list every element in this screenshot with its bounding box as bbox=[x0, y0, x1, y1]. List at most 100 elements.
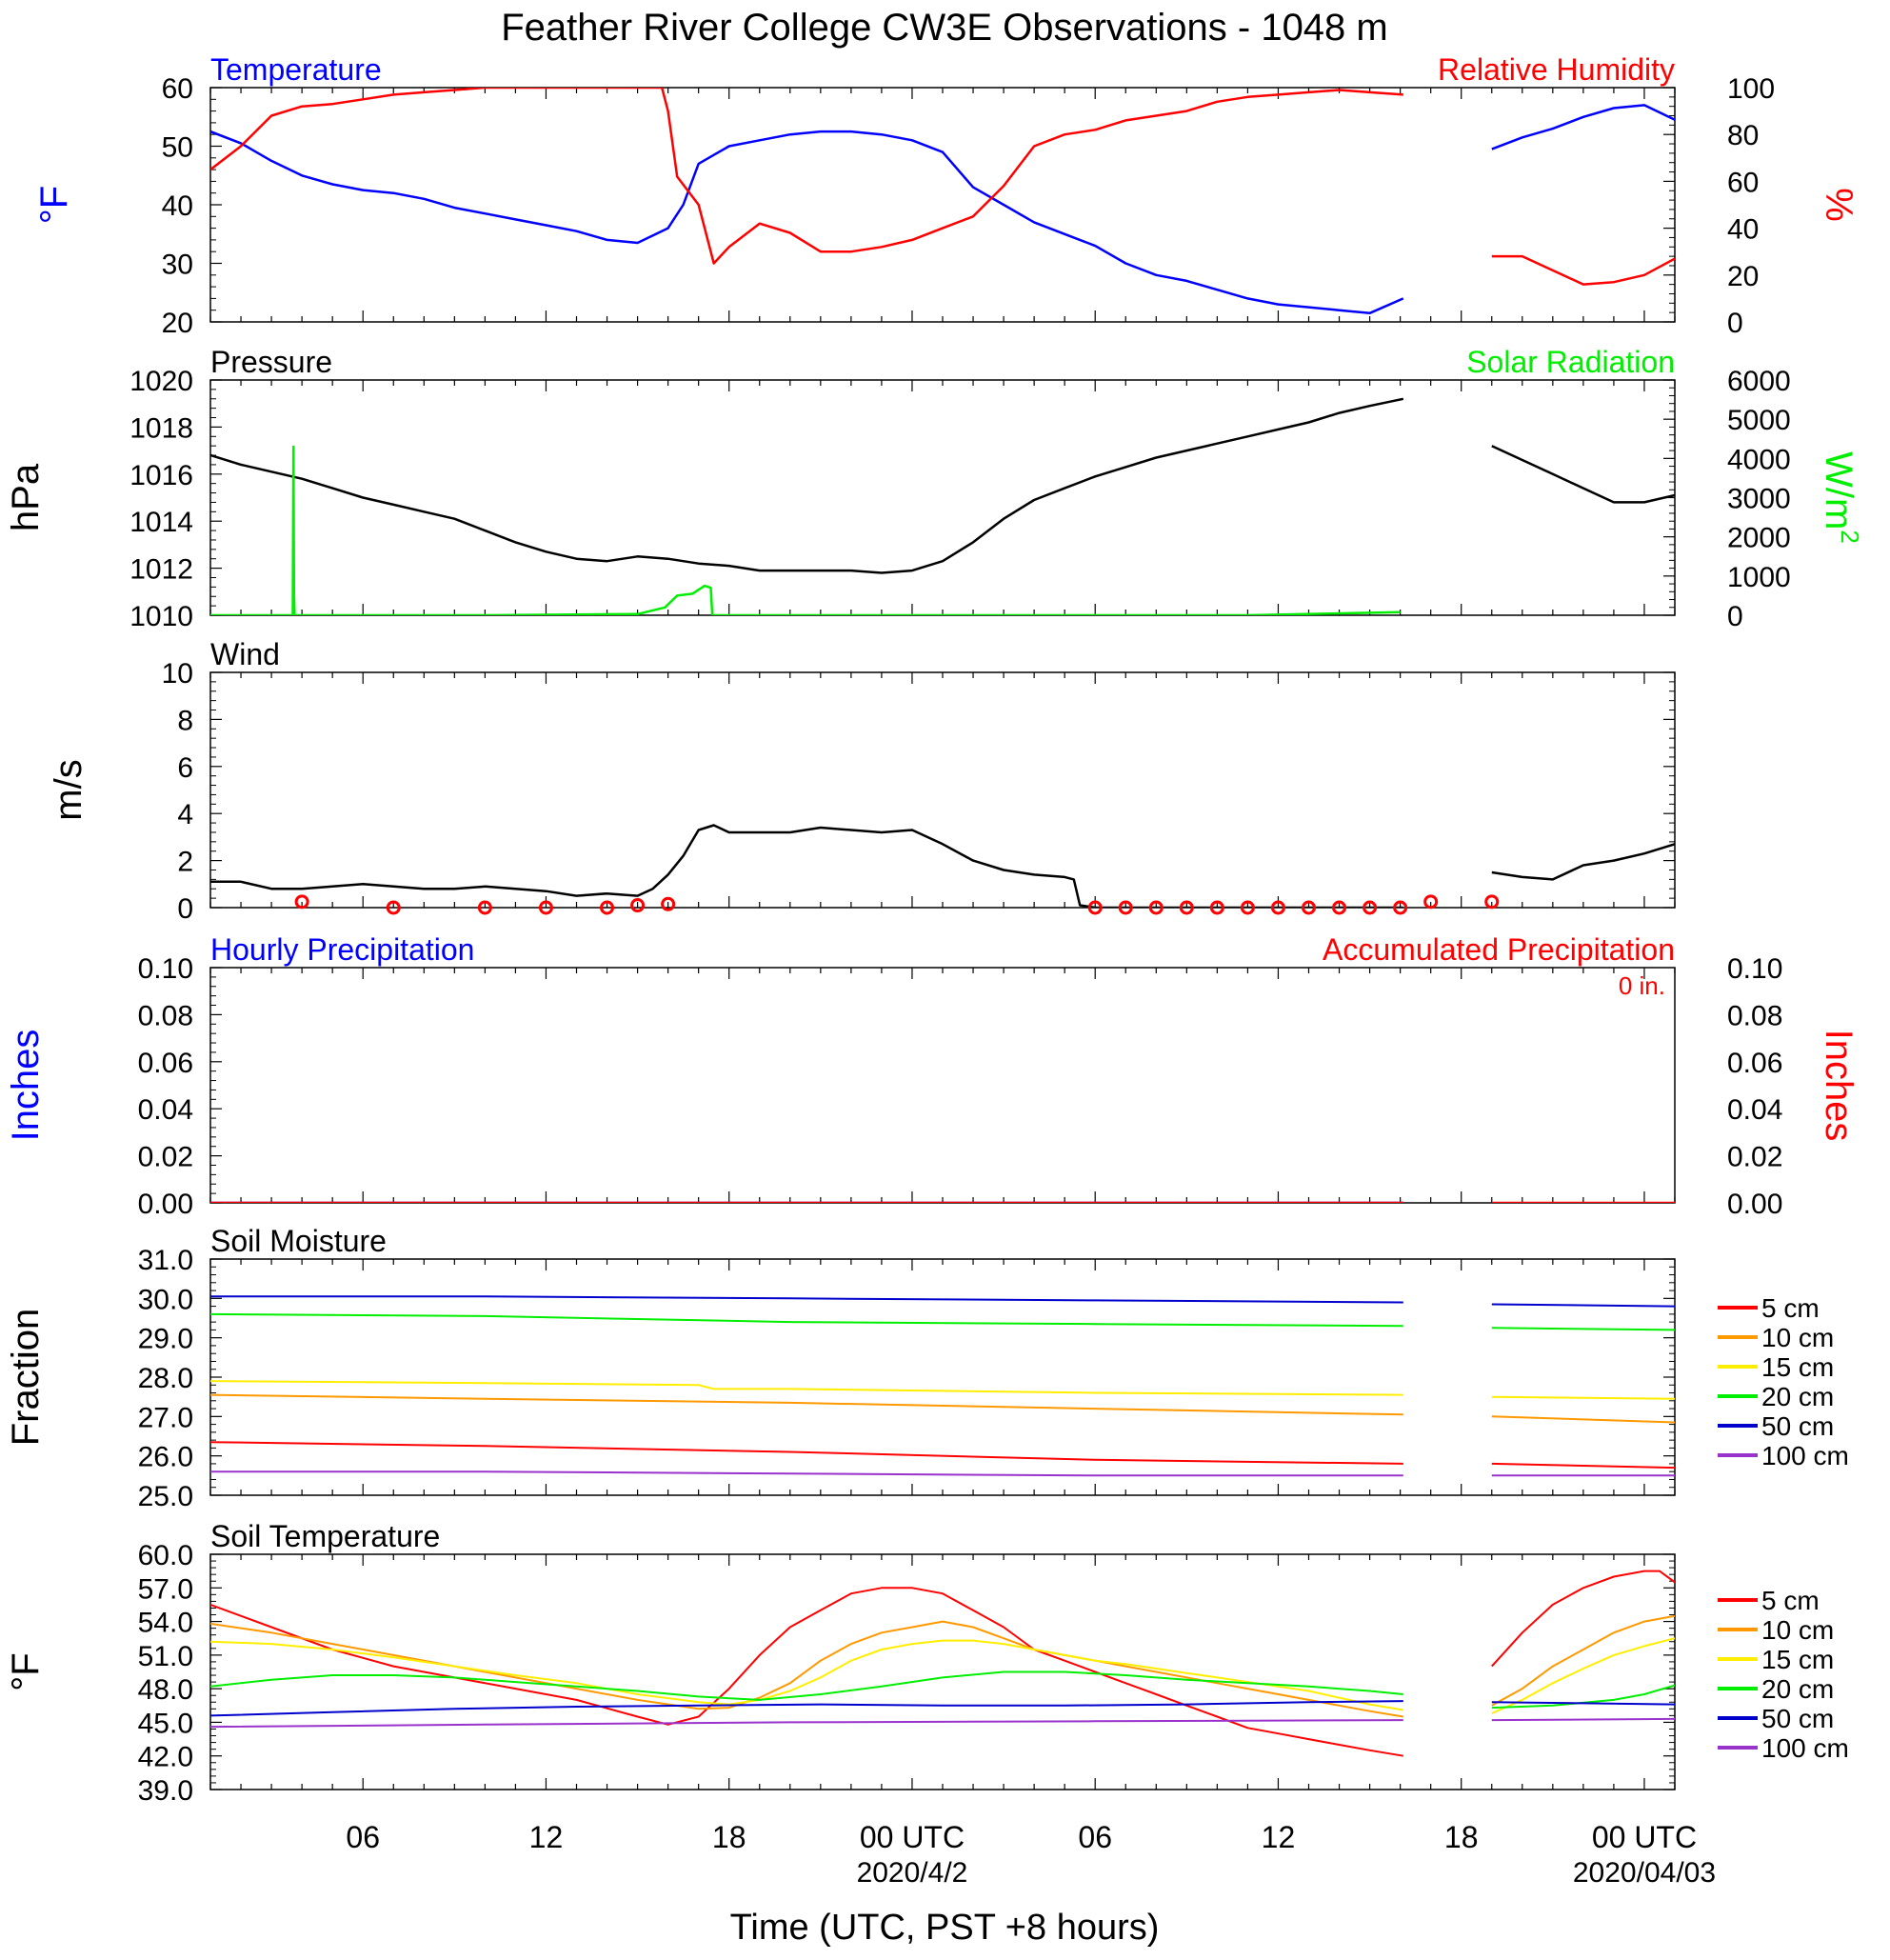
y-right-tick-label: 20 bbox=[1727, 261, 1759, 292]
legend-label: 100 cm bbox=[1761, 1441, 1849, 1470]
panel-frame bbox=[209, 1553, 1676, 1790]
y-tick-label: 1012 bbox=[129, 554, 193, 586]
calm-marker bbox=[1363, 900, 1378, 915]
calm-marker bbox=[386, 900, 401, 915]
calm-marker bbox=[538, 900, 553, 915]
calm-marker bbox=[477, 900, 492, 915]
panel-title-right: Accumulated Precipitation bbox=[1323, 932, 1675, 967]
series-line bbox=[1491, 445, 1675, 504]
series-line bbox=[210, 1441, 1403, 1465]
series-line bbox=[210, 1700, 1403, 1717]
legend-label: 20 cm bbox=[1761, 1382, 1834, 1411]
calm-marker bbox=[1118, 900, 1133, 915]
series-line bbox=[1491, 254, 1675, 286]
y-axis-title-right-sup: 2 bbox=[1836, 530, 1864, 543]
y-right-tick-label: 0.06 bbox=[1727, 1048, 1782, 1079]
panel-title-left: Wind bbox=[210, 637, 280, 671]
panel-soil-temp: 39.042.045.048.051.054.057.060.0 Soil Tem… bbox=[5, 1519, 1849, 1807]
series-line bbox=[210, 1470, 1403, 1477]
y-tick-label: 0.00 bbox=[138, 1189, 193, 1220]
series-line bbox=[1491, 1303, 1675, 1308]
y-axis-title: hPa bbox=[5, 463, 47, 531]
y-tick-label: 0.02 bbox=[138, 1142, 193, 1173]
series-line bbox=[1491, 1395, 1675, 1400]
y-tick-label: 29.0 bbox=[138, 1324, 193, 1355]
panel-title-left: Pressure bbox=[210, 345, 332, 379]
y-tick-label: 1020 bbox=[129, 366, 193, 397]
y-tick-label: 0.08 bbox=[138, 1000, 193, 1031]
calm-marker bbox=[661, 896, 676, 911]
y-axis-title-right: Inches bbox=[1818, 1030, 1860, 1142]
y-right-tick-label: 2000 bbox=[1727, 523, 1791, 554]
panel-title-right: Relative Humidity bbox=[1438, 52, 1675, 87]
y-tick-label: 60 bbox=[162, 73, 193, 105]
calm-marker bbox=[1209, 900, 1224, 915]
y-right-tick-label: 4000 bbox=[1727, 444, 1791, 475]
y-right-tick-label: 0.04 bbox=[1727, 1094, 1782, 1126]
y-tick-label: 2 bbox=[177, 847, 193, 878]
y-right-tick-label: 6000 bbox=[1727, 366, 1791, 397]
y-right-tick-label: 1000 bbox=[1727, 562, 1791, 593]
y-tick-label: 57.0 bbox=[138, 1573, 193, 1605]
figure-title: Feather River College CW3E Observations … bbox=[501, 7, 1387, 49]
series-line bbox=[210, 88, 1403, 265]
panel-press-solar: 1010 1012 1014 1016 1018 1020 0 1000 2000 3000 400… bbox=[5, 345, 1864, 632]
y-axis-title: °F bbox=[5, 1652, 47, 1690]
x-tick-date-label: 2020/4/2 bbox=[857, 1857, 968, 1889]
series-line bbox=[1491, 1614, 1675, 1707]
series-line bbox=[210, 1639, 1403, 1711]
y-tick-label: 31.0 bbox=[138, 1245, 193, 1276]
x-tick-date-label: 2020/04/03 bbox=[1573, 1857, 1716, 1889]
calm-marker bbox=[1484, 894, 1500, 910]
y-axis-title: °F bbox=[33, 186, 75, 224]
y-tick-label: 42.0 bbox=[138, 1742, 193, 1773]
series-line bbox=[1491, 1717, 1675, 1722]
y-tick-label: 25.0 bbox=[138, 1481, 193, 1512]
y-right-tick-label: 0.08 bbox=[1727, 1000, 1782, 1031]
series-line bbox=[210, 1620, 1403, 1718]
y-tick-label: 8 bbox=[177, 705, 193, 736]
y-right-tick-label: 40 bbox=[1727, 214, 1759, 246]
x-tick-label: 00 UTC bbox=[1592, 1820, 1697, 1854]
panel-title-left: Hourly Precipitation bbox=[210, 932, 474, 967]
legend-label: 10 cm bbox=[1761, 1323, 1834, 1352]
series-line bbox=[1491, 1327, 1675, 1331]
series-line bbox=[210, 1587, 1403, 1757]
panel-frame bbox=[209, 1258, 1676, 1496]
y-tick-label: 0.06 bbox=[138, 1048, 193, 1079]
y-tick-label: 30 bbox=[162, 250, 193, 281]
panel-title-left: Soil Temperature bbox=[210, 1519, 440, 1553]
series-line bbox=[1491, 1570, 1675, 1668]
legend-label: 15 cm bbox=[1761, 1352, 1834, 1382]
panel-title-right: Solar Radiation bbox=[1466, 345, 1675, 379]
calm-marker bbox=[1240, 900, 1255, 915]
y-right-tick-label: 80 bbox=[1727, 120, 1759, 151]
y-right-tick-label: 0.10 bbox=[1727, 953, 1782, 985]
panel-precip: 0.00 0.02 0.04 0.06 0.08 0.10 0.00 0.02 0.04 0.06… bbox=[5, 932, 1860, 1220]
y-tick-label: 0 bbox=[177, 893, 193, 925]
series-line bbox=[210, 1719, 1403, 1729]
series-line bbox=[210, 824, 1403, 908]
y-tick-label: 40 bbox=[162, 190, 193, 222]
y-right-tick-label: 0.00 bbox=[1727, 1189, 1782, 1220]
y-tick-label: 27.0 bbox=[138, 1402, 193, 1433]
series-line bbox=[1491, 1684, 1675, 1710]
y-right-tick-label: 100 bbox=[1727, 73, 1775, 105]
y-tick-label: 10 bbox=[162, 658, 193, 690]
y-tick-label: 60.0 bbox=[138, 1540, 193, 1571]
y-tick-label: 20 bbox=[162, 308, 193, 339]
legend-label: 20 cm bbox=[1761, 1674, 1834, 1704]
x-tick-label: 12 bbox=[529, 1820, 564, 1854]
series-line bbox=[210, 1380, 1403, 1396]
calm-marker bbox=[1302, 900, 1316, 915]
legend-label: 15 cm bbox=[1761, 1645, 1834, 1674]
panel-title-left: Soil Moisture bbox=[210, 1224, 387, 1258]
panel-annotation: 0 in. bbox=[1619, 971, 1665, 1000]
legend-label: 100 cm bbox=[1761, 1733, 1849, 1763]
calm-marker bbox=[1179, 900, 1194, 915]
y-tick-label: 1018 bbox=[129, 412, 193, 444]
series-line bbox=[210, 397, 1404, 574]
